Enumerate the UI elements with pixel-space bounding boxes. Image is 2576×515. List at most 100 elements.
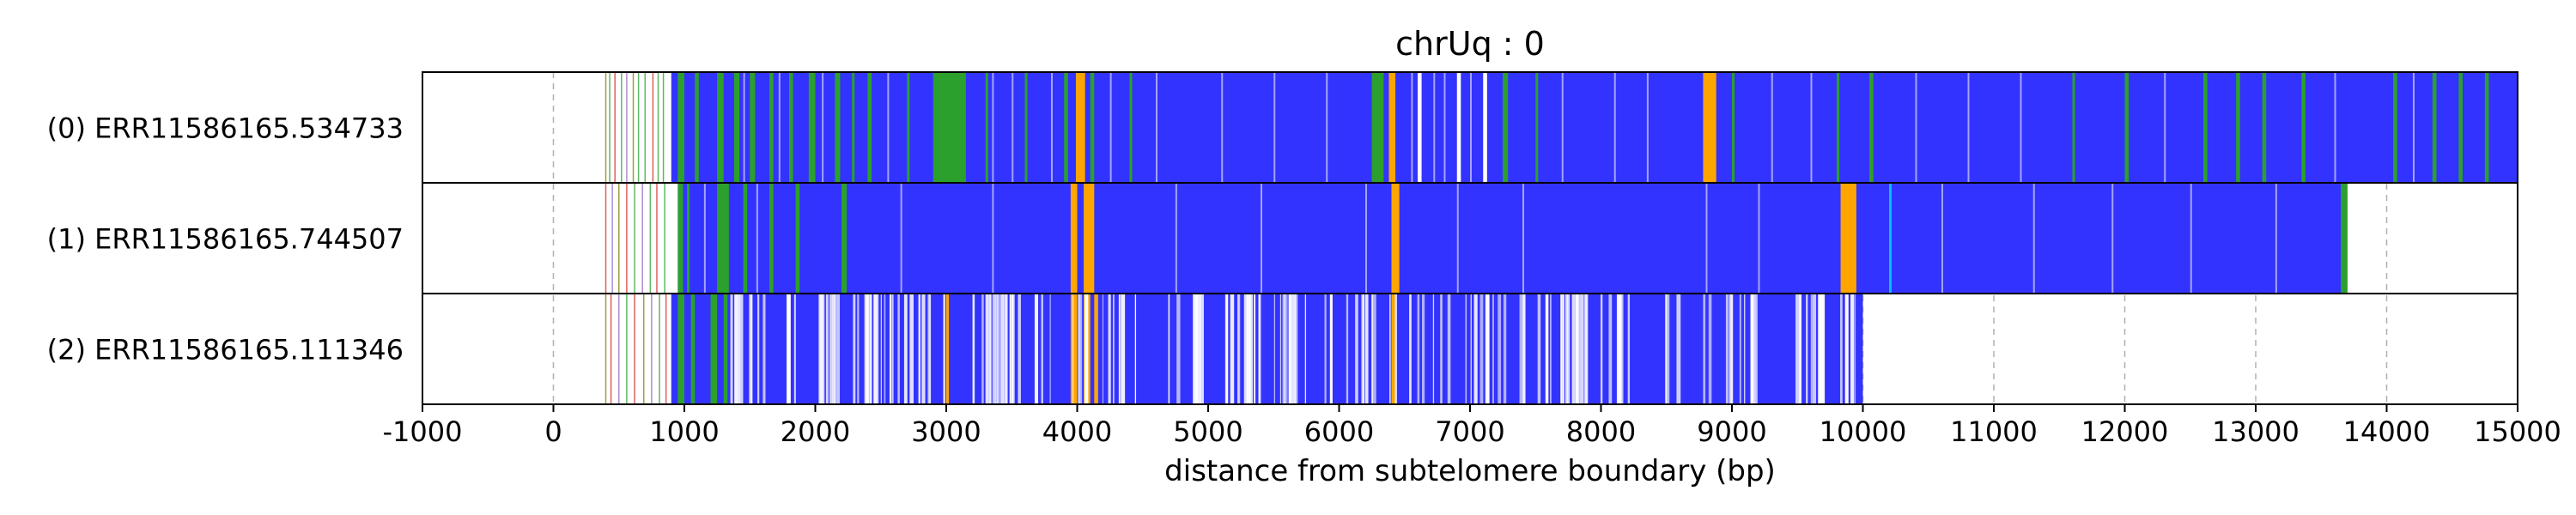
white-line bbox=[834, 294, 837, 404]
segment bbox=[795, 183, 800, 294]
white-line bbox=[1752, 294, 1756, 404]
white-line bbox=[1571, 294, 1576, 404]
rows-layer: (0) ERR11586165.534733 (1) ERR11586165.74… bbox=[47, 72, 2518, 404]
segment bbox=[2262, 72, 2267, 183]
white-line bbox=[1584, 294, 1588, 404]
segment bbox=[1391, 294, 1396, 404]
white-line bbox=[1440, 294, 1443, 404]
white-line bbox=[1243, 294, 1249, 404]
white-line bbox=[869, 294, 872, 404]
white-line bbox=[866, 294, 870, 404]
white-line bbox=[1365, 183, 1367, 294]
segment bbox=[933, 72, 966, 183]
white-line bbox=[1273, 72, 1276, 183]
white-line bbox=[1282, 294, 1285, 404]
white-line bbox=[829, 294, 832, 404]
white-line bbox=[1012, 72, 1014, 183]
row-label: (1) ERR11586165.744507 bbox=[47, 223, 404, 256]
white-line bbox=[1465, 294, 1467, 404]
white-line bbox=[1600, 294, 1603, 404]
x-tick-label: 11000 bbox=[1950, 415, 2038, 448]
segment bbox=[867, 72, 872, 183]
white-line bbox=[1479, 294, 1484, 404]
white-line bbox=[1273, 294, 1276, 404]
white-line bbox=[1225, 294, 1228, 404]
read-bar bbox=[677, 183, 2348, 294]
white-line bbox=[1820, 294, 1825, 404]
x-tick-label: 9000 bbox=[1697, 415, 1766, 448]
white-line bbox=[1168, 294, 1170, 404]
white-line bbox=[823, 294, 825, 404]
read-row: (1) ERR11586165.744507 bbox=[47, 183, 2348, 294]
segment bbox=[1840, 183, 1856, 294]
white-line bbox=[1967, 72, 1970, 183]
white-line bbox=[943, 294, 946, 404]
white-line bbox=[1200, 294, 1205, 404]
white-line bbox=[1176, 294, 1181, 404]
white-line bbox=[921, 294, 926, 404]
x-tick-label: 5000 bbox=[1173, 415, 1242, 448]
segment bbox=[723, 294, 728, 404]
white-line bbox=[1261, 183, 1262, 294]
white-line bbox=[1447, 294, 1451, 404]
segment bbox=[2341, 183, 2348, 294]
white-line bbox=[1754, 294, 1758, 404]
x-tick-label: 6000 bbox=[1304, 415, 1374, 448]
white-line bbox=[1084, 294, 1089, 404]
white-line bbox=[1705, 183, 1708, 294]
segment bbox=[695, 72, 699, 183]
white-line bbox=[1346, 294, 1349, 404]
white-line bbox=[832, 294, 835, 404]
x-tick-label: -1000 bbox=[383, 415, 463, 448]
white-line bbox=[1550, 294, 1552, 404]
white-line bbox=[1304, 294, 1307, 404]
x-tick-label: 13000 bbox=[2212, 415, 2300, 448]
white-line bbox=[1795, 294, 1800, 404]
segment bbox=[733, 72, 740, 183]
white-line bbox=[1198, 294, 1201, 404]
row-label: (2) ERR11586165.111346 bbox=[47, 334, 404, 367]
white-line bbox=[1421, 294, 1425, 404]
segment bbox=[985, 72, 988, 183]
white-line bbox=[994, 294, 999, 404]
white-line bbox=[1739, 294, 1741, 404]
white-line bbox=[1258, 294, 1261, 404]
white-line bbox=[788, 294, 791, 404]
white-line bbox=[734, 294, 739, 404]
white-line bbox=[793, 294, 796, 404]
segment bbox=[1483, 72, 1487, 183]
segment bbox=[2236, 72, 2240, 183]
white-line bbox=[1575, 294, 1579, 404]
white-line bbox=[1417, 294, 1420, 404]
segment bbox=[1503, 72, 1509, 183]
white-line bbox=[1006, 294, 1008, 404]
white-line bbox=[738, 294, 741, 404]
white-line bbox=[750, 294, 752, 404]
white-line bbox=[987, 294, 990, 404]
white-line bbox=[1175, 183, 1177, 294]
white-line bbox=[857, 294, 860, 404]
white-line bbox=[1432, 294, 1435, 404]
segment bbox=[1535, 72, 1539, 183]
white-line bbox=[1810, 72, 1813, 183]
segment bbox=[835, 72, 841, 183]
white-line bbox=[1840, 294, 1843, 404]
white-line bbox=[1519, 294, 1523, 404]
white-line bbox=[743, 72, 745, 183]
white-line bbox=[876, 294, 879, 404]
x-tick-label: 12000 bbox=[2081, 415, 2169, 448]
white-line bbox=[1560, 294, 1563, 404]
x-tick-label: 0 bbox=[544, 415, 562, 448]
white-line bbox=[1586, 294, 1589, 404]
white-line bbox=[1324, 294, 1327, 404]
segment bbox=[677, 294, 684, 404]
white-line bbox=[1618, 294, 1622, 404]
white-line bbox=[1608, 294, 1613, 404]
segment bbox=[687, 183, 690, 294]
white-line bbox=[1078, 294, 1080, 404]
white-line bbox=[1003, 294, 1005, 404]
white-line bbox=[822, 72, 824, 183]
x-tick-label: 8000 bbox=[1566, 415, 1636, 448]
white-line bbox=[1619, 294, 1624, 404]
white-line bbox=[909, 294, 914, 404]
